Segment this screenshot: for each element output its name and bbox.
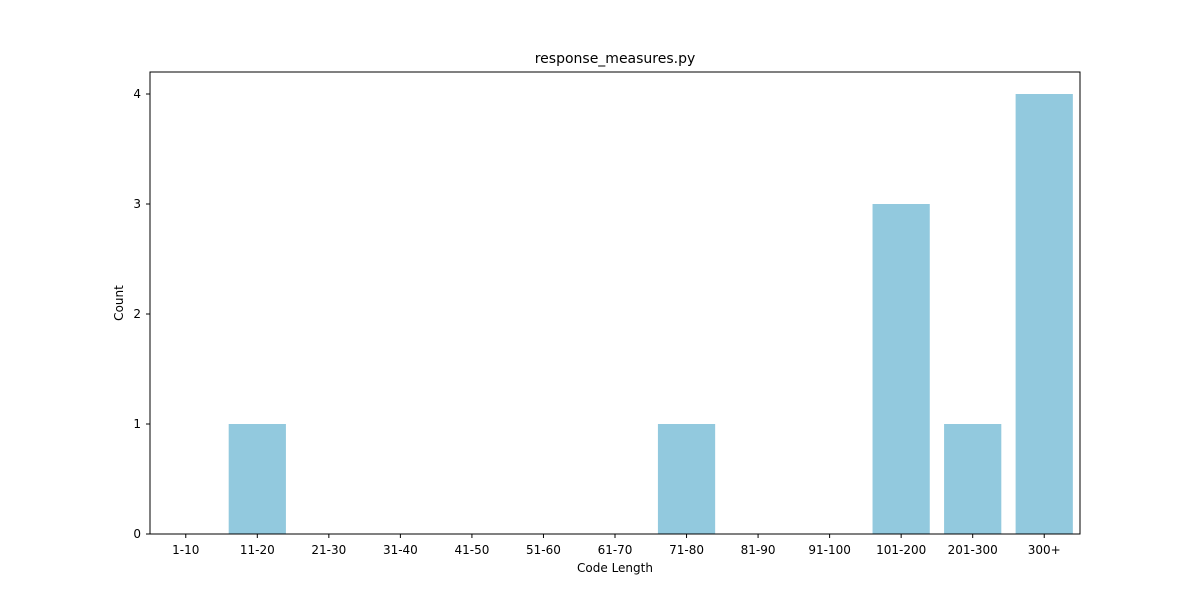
x-tick-label: 91-100 — [808, 543, 851, 557]
x-tick-label: 300+ — [1028, 543, 1061, 557]
plot-frame — [149, 71, 1081, 535]
bars-group — [228, 94, 1073, 534]
y-axis-ticks: 0 1 2 3 4 — [133, 87, 150, 541]
x-tick-label: 71-80 — [669, 543, 704, 557]
y-tick-label: 0 — [133, 527, 141, 541]
x-tick-label: 21-30 — [311, 543, 346, 557]
bar-201-300 — [944, 424, 1002, 534]
x-axis-ticks: 1-10 11-20 21-30 31-40 41-50 51-60 61-70 71-80 8… — [172, 534, 1061, 557]
bar-71-80 — [657, 424, 716, 534]
x-tick-label: 61-70 — [598, 543, 633, 557]
x-axis-label: Code Length — [577, 561, 653, 575]
bar-300+ — [1015, 94, 1073, 534]
y-axis-label: Count — [112, 285, 126, 321]
x-tick-label: 101-200 — [876, 543, 926, 557]
y-tick-label: 1 — [133, 417, 141, 431]
y-tick-label: 2 — [133, 307, 141, 321]
x-tick-label: 41-50 — [454, 543, 489, 557]
x-tick-label: 51-60 — [526, 543, 561, 557]
x-tick-label: 1-10 — [172, 543, 199, 557]
y-tick-label: 3 — [133, 197, 141, 211]
chart-title: response_measures.py — [535, 51, 696, 67]
x-tick-label: 81-90 — [741, 543, 776, 557]
x-tick-label: 31-40 — [383, 543, 418, 557]
bar-11-20 — [228, 424, 286, 534]
x-tick-label: 201-300 — [948, 543, 998, 557]
y-tick-label: 4 — [133, 87, 141, 101]
bar-101-200 — [872, 204, 930, 534]
x-tick-label: 11-20 — [240, 543, 275, 557]
